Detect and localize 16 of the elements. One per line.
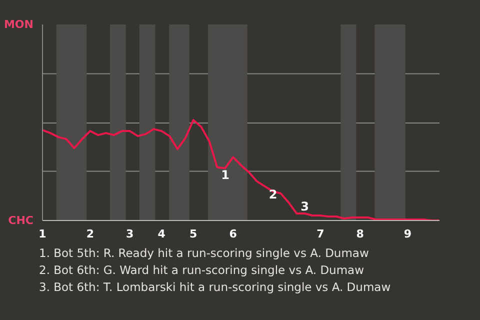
text: 2. Bot 6th: G. Ward hit a run-scoring single vs A. Dumaw xyxy=(39,263,364,277)
x-tick-label: 2 xyxy=(86,228,94,240)
x-tick-label: 3 xyxy=(126,228,134,240)
x-tick-label: 8 xyxy=(356,228,364,240)
text: MON xyxy=(4,18,34,31)
text: 1. Bot 5th: R. Ready hit a run-scoring single vs A. Dumaw xyxy=(39,246,369,260)
annotation: 1 xyxy=(221,168,230,182)
x-tick-label: 9 xyxy=(404,228,412,240)
text: 3. Bot 6th: T. Lombarski hit a run-scoring single vs A. Dumaw xyxy=(39,280,391,294)
x-tick-label: 1 xyxy=(38,228,46,240)
x-tick-label: 5 xyxy=(190,228,198,240)
x-tick-label: 6 xyxy=(229,228,238,240)
annotation: 3 xyxy=(300,199,309,214)
x-tick-label: 4 xyxy=(158,228,166,240)
text: CHC xyxy=(8,214,34,227)
x-tick-label: 7 xyxy=(316,228,324,240)
